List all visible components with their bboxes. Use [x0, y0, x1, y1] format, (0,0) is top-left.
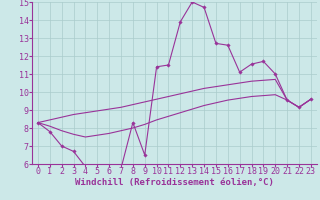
X-axis label: Windchill (Refroidissement éolien,°C): Windchill (Refroidissement éolien,°C) — [75, 178, 274, 187]
